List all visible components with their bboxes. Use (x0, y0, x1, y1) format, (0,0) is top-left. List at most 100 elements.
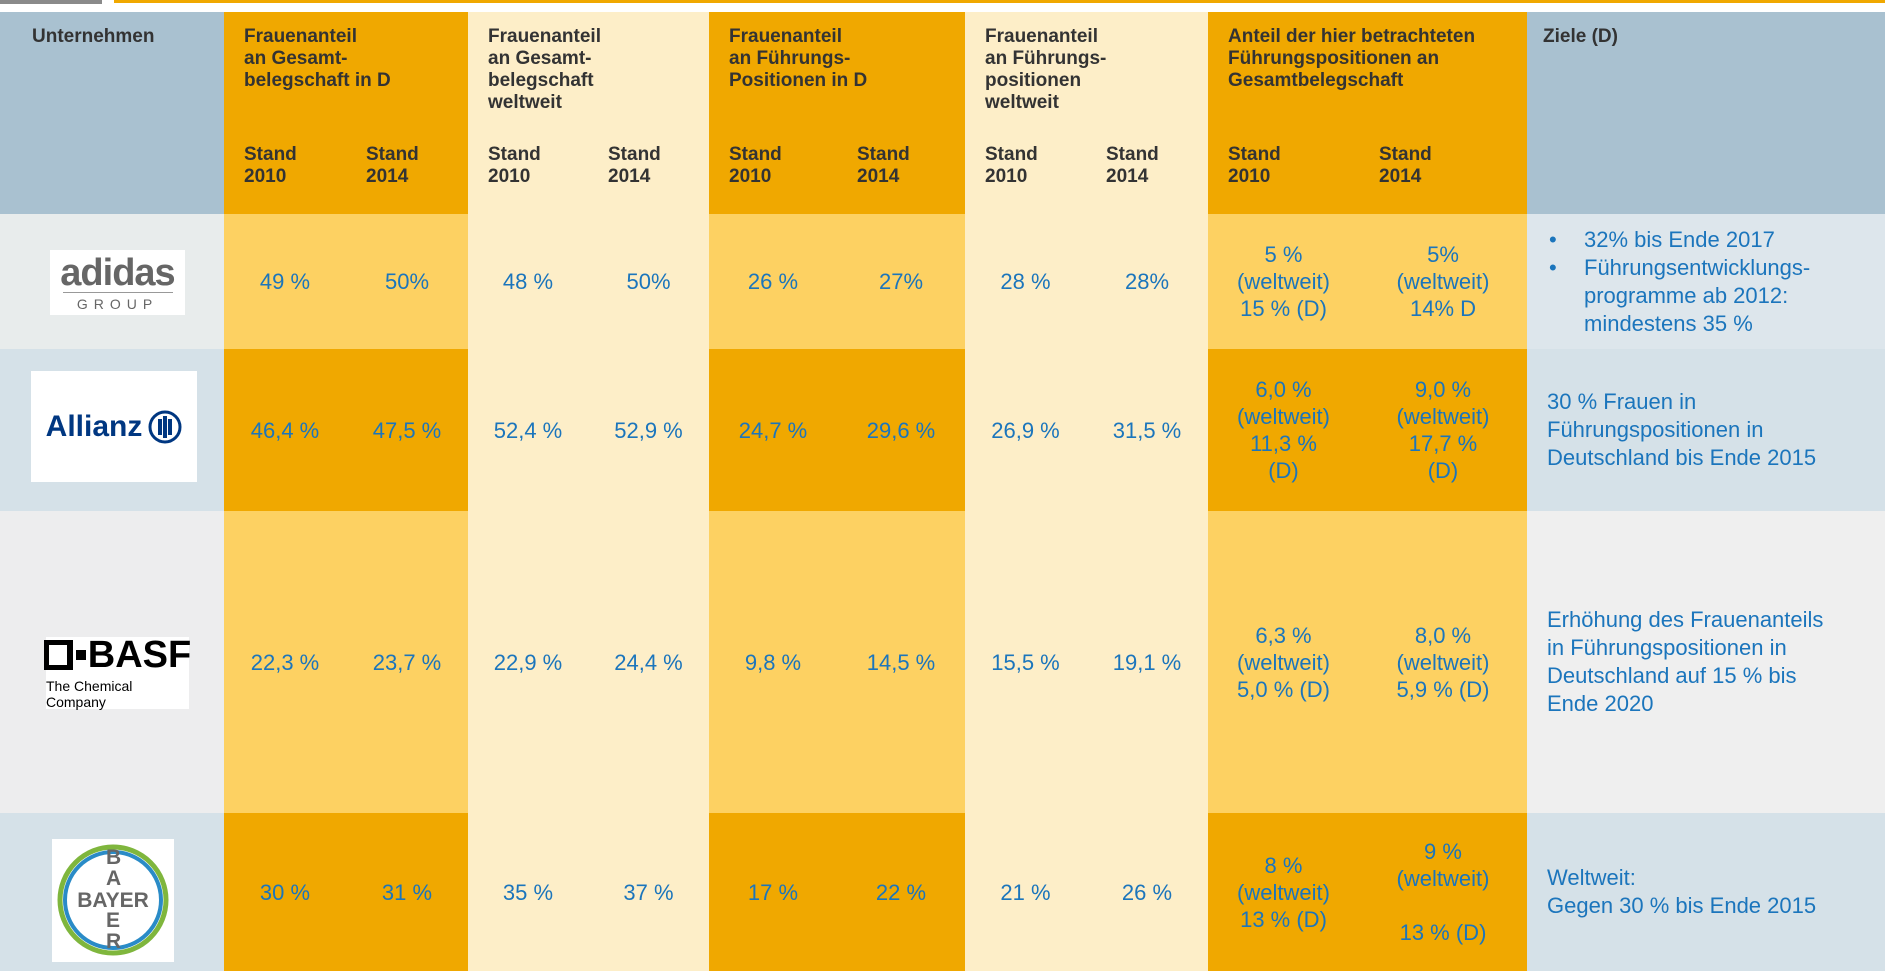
logo-tag: The Chemical Company (46, 678, 133, 710)
value-cell: 31 % (381, 879, 433, 905)
header-group: Anteil der hier betrachteten Führungspos… (1208, 12, 1527, 214)
goal-cell: • 32% bis Ende 2017 • Führungsentwicklungs-… (1527, 214, 1885, 349)
value-cell: 50% (626, 269, 671, 294)
bullet: • (1549, 226, 1557, 252)
group-bg (1208, 349, 1527, 511)
logo-icon (148, 410, 182, 443)
bullet: • (1549, 254, 1557, 280)
header-sub: Stand 2014 (608, 144, 661, 187)
group-bg (709, 214, 965, 349)
logo-text: Allianz (45, 409, 143, 443)
value-cell: 52,9 % (614, 417, 683, 443)
value-cell: 5 % (weltweit) 15 % (D) (1237, 242, 1330, 321)
header-sub: Stand 2014 (1106, 144, 1159, 187)
value-cell: 29,6 % (866, 417, 936, 443)
value-cell: 35 % (502, 879, 554, 905)
value-cell: 8,0 % (weltweit) 5,9 % (D) (1396, 622, 1490, 702)
value-cell: 52,4 % (493, 417, 563, 443)
value-cell: 30 % (259, 879, 311, 905)
basf-logo: BASF The Chemical Company (43, 634, 192, 710)
group-bg (709, 813, 965, 971)
goal-cell: Weltweit: Gegen 30 % bis Ende 2015 (1527, 813, 1885, 971)
value-cell: 31,5 % (1112, 417, 1182, 443)
goal-text: Führungsentwicklungs- programme ab 2012:… (1584, 254, 1811, 336)
value-cell: 9 % (weltweit) 13 % (D) (1396, 839, 1490, 945)
value-cell: 37 % (623, 879, 674, 905)
value-cell: 17 % (747, 879, 799, 905)
value-cell: 14,5 % (866, 649, 936, 675)
header-cell: Ziele (D) (1527, 12, 1885, 214)
value-cell: 28 % (1000, 269, 1051, 294)
value-cell: 46,4 % (250, 417, 320, 443)
value-cell: 24,4 % (614, 649, 683, 675)
value-cell: 22,9 % (493, 649, 563, 675)
value-cell: 8 % (weltweit) 13 % (D) (1237, 852, 1330, 932)
header-sub: Stand 2014 (1379, 144, 1432, 187)
top-strip (0, 0, 102, 4)
goal-item: • Führungsentwicklungs- programme ab 2012… (1547, 254, 1885, 338)
group-bg (224, 813, 468, 971)
header-cell: Unternehmen (0, 12, 224, 214)
group-bg (468, 813, 709, 971)
header-sub: Stand 2010 (985, 144, 1038, 187)
goal-item: • 32% bis Ende 2017 (1547, 226, 1885, 254)
goal-text: 32% bis Ende 2017 (1584, 226, 1775, 252)
header-group: Frauenanteil an Gesamt- belegschaft in D (224, 12, 468, 214)
header-sub: Stand 2010 (488, 144, 541, 187)
group-bg (224, 511, 468, 813)
group-bg (965, 813, 1208, 971)
header-sub: Stand 2014 (857, 144, 910, 187)
logo-icon (43, 640, 86, 670)
logo-text: BASF (87, 634, 192, 676)
value-cell: 47,5 % (372, 417, 442, 443)
logo-tag: GROUP (62, 291, 173, 312)
value-cell: 28% (1124, 269, 1170, 294)
value-cell: 23,7 % (372, 649, 442, 675)
value-cell: 21 % (1000, 879, 1051, 905)
value-cell: 49 % (259, 269, 311, 294)
value-cell: 5% (weltweit) 14% D (1396, 242, 1490, 321)
value-cell: 6,3 % (weltweit) 5,0 % (D) (1237, 622, 1330, 702)
group-bg (965, 214, 1208, 349)
group-bg (965, 349, 1208, 511)
group-bg (224, 349, 468, 511)
header-sub: Stand 2010 (729, 144, 782, 187)
logo-text: adidas (60, 251, 175, 294)
value-cell: 27% (878, 269, 924, 294)
group-bg (709, 349, 965, 511)
value-cell: 9,8 % (744, 649, 802, 675)
value-cell: 9,0 % (weltweit) 17,7 % (D) (1396, 377, 1490, 483)
group-bg (468, 349, 709, 511)
group-bg (965, 511, 1208, 813)
group-bg (709, 511, 965, 813)
allianz-logo: Allianz (31, 371, 197, 482)
value-cell: 19,1 % (1112, 649, 1182, 675)
header-group: Frauenanteil an Führungs- positionen wel… (965, 12, 1208, 214)
header-group: Frauenanteil an Führungs- Positionen in … (709, 12, 965, 214)
value-cell: 6,0 % (weltweit) 11,3 % (D) (1237, 377, 1330, 483)
value-cell: 15,5 % (991, 649, 1060, 675)
value-cell: 48 % (502, 269, 554, 294)
value-cell: 50% (384, 269, 430, 294)
goal-cell: 30 % Frauen in Führungspositionen in Deu… (1527, 349, 1885, 511)
value-cell: 22 % (875, 879, 927, 905)
value-cell: 22,3 % (250, 649, 320, 675)
group-bg (224, 214, 468, 349)
value-cell: 26,9 % (991, 417, 1060, 443)
group-bg (1208, 511, 1527, 813)
top-rule (114, 0, 1885, 3)
logo-text: BAYER (75, 888, 151, 912)
group-bg (468, 511, 709, 813)
bayer-logo: BAYER BAYER (52, 839, 174, 962)
adidas-logo: adidas GROUP (50, 250, 185, 315)
value-cell: 24,7 % (738, 417, 808, 443)
logo-ring (57, 844, 169, 956)
group-bg (1208, 813, 1527, 971)
group-bg (468, 214, 709, 349)
value-cell: 26 % (1121, 879, 1173, 905)
header-sub: Stand 2014 (366, 144, 419, 187)
header-group: Frauenanteil an Gesamt- belegschaft welt… (468, 12, 709, 214)
goal-cell: Erhöhung des Frauenanteils in Führungspo… (1527, 511, 1885, 813)
group-bg (1208, 214, 1527, 349)
